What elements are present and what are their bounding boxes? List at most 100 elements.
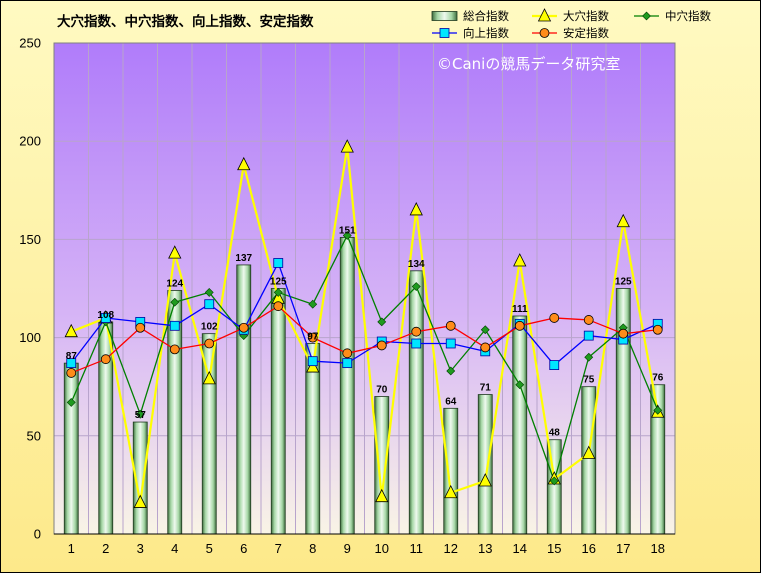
legend-marker-diamond [642, 11, 651, 21]
point-triangle [168, 245, 182, 259]
point-circle [204, 338, 215, 349]
y-axis-ticks: 0 50 100 150 200 250 [19, 36, 41, 542]
y-tick-label: 50 [27, 428, 41, 443]
point-diamond [135, 409, 145, 419]
bar-overall [512, 315, 528, 535]
point-circle [549, 313, 560, 323]
point-square [273, 258, 284, 268]
point-diamond [411, 282, 421, 291]
bar-overall [98, 321, 114, 535]
bar-data-label: 70 [376, 385, 388, 396]
bar-data-label: 151 [339, 225, 356, 236]
y-tick-label: 0 [34, 527, 41, 542]
legend-label: 中穴指数 [665, 9, 711, 23]
bar-data-label: 137 [235, 253, 252, 264]
point-diamond [377, 317, 387, 327]
legend-label: 総合指数 [463, 9, 509, 23]
bar-data-label: 134 [408, 259, 425, 270]
point-diamond [480, 325, 490, 335]
point-diamond [653, 405, 663, 415]
bar-overall [477, 394, 493, 535]
point-circle [273, 301, 284, 312]
legend-marker-circle [539, 28, 550, 38]
bar-overall [63, 362, 79, 535]
point-circle [100, 354, 111, 365]
point-circle [135, 322, 146, 333]
point-triangle [64, 323, 78, 338]
bar-data-label: 125 [270, 277, 287, 288]
point-diamond [584, 352, 594, 362]
point-circle [238, 322, 249, 333]
point-circle [66, 368, 77, 378]
bar-data-label: 48 [549, 428, 561, 439]
line-series [64, 139, 665, 508]
x-tick-label: 8 [309, 541, 316, 556]
point-circle [618, 328, 629, 339]
point-square [66, 358, 77, 369]
x-tick-label: 4 [171, 541, 178, 556]
x-tick-label: 1 [68, 541, 75, 556]
x-tick-label: 7 [275, 541, 282, 556]
series-line-diamond [70, 234, 659, 482]
point-square [445, 338, 456, 349]
point-circle [376, 340, 387, 351]
point-diamond [446, 366, 456, 376]
point-diamond [170, 297, 180, 307]
data-labels: 87 108 57 124 102 137 125 97 151 70 134 64 71 111 48 75… [66, 225, 664, 438]
y-tick-label: 150 [19, 232, 41, 247]
chart-title: 大穴指数、中穴指数、向上指数、安定指数 [57, 13, 314, 30]
point-diamond [308, 299, 318, 309]
bar-data-label: 75 [583, 375, 595, 386]
y-tick-label: 200 [19, 134, 41, 149]
x-tick-label: 6 [240, 541, 247, 556]
point-circle [342, 348, 353, 359]
point-triangle [237, 156, 251, 171]
watermark-text: ©Caniの競馬データ研究室 [437, 55, 620, 73]
bar-data-label: 108 [97, 310, 114, 321]
point-diamond [515, 380, 525, 390]
point-triangle [444, 484, 458, 499]
point-triangle [616, 213, 630, 228]
bar-data-label: 71 [480, 383, 492, 394]
point-circle [307, 332, 318, 343]
point-diamond [204, 288, 214, 297]
point-circle [652, 324, 663, 335]
point-circle [445, 320, 456, 331]
point-square [307, 356, 318, 367]
x-axis-ticks: 1 2 3 4 5 6 7 8 9 10 11 12 13 14 15 16 17 18 [68, 541, 665, 556]
x-tick-label: 16 [582, 541, 596, 556]
point-square [411, 338, 422, 349]
legend-label: 向上指数 [463, 26, 509, 40]
bar-overall [581, 386, 597, 535]
point-triangle [513, 253, 527, 267]
x-tick-label: 17 [616, 541, 630, 556]
legend-label: 安定指数 [563, 26, 609, 40]
point-circle [169, 344, 180, 355]
point-triangle [133, 494, 147, 508]
point-square [342, 358, 353, 369]
grid-lines [54, 42, 675, 534]
x-tick-label: 9 [344, 541, 351, 556]
bar-data-label: 57 [135, 410, 147, 421]
point-square [583, 330, 594, 341]
point-diamond [66, 397, 76, 407]
point-square [100, 313, 111, 323]
bar-data-label: 124 [166, 278, 183, 289]
point-square [204, 299, 215, 310]
point-triangle [409, 202, 423, 216]
point-diamond [342, 231, 352, 240]
x-tick-label: 18 [651, 541, 665, 556]
y-tick-label: 100 [19, 330, 41, 345]
bar-data-label: 102 [201, 322, 218, 333]
bar-overall [408, 270, 424, 535]
bar-data-label: 87 [66, 351, 78, 362]
point-square [549, 360, 560, 370]
x-tick-label: 15 [547, 541, 561, 556]
bar-data-label: 111 [512, 304, 528, 315]
bar-data-label: 97 [307, 331, 319, 342]
x-tick-label: 5 [206, 541, 213, 556]
point-triangle [375, 488, 389, 503]
